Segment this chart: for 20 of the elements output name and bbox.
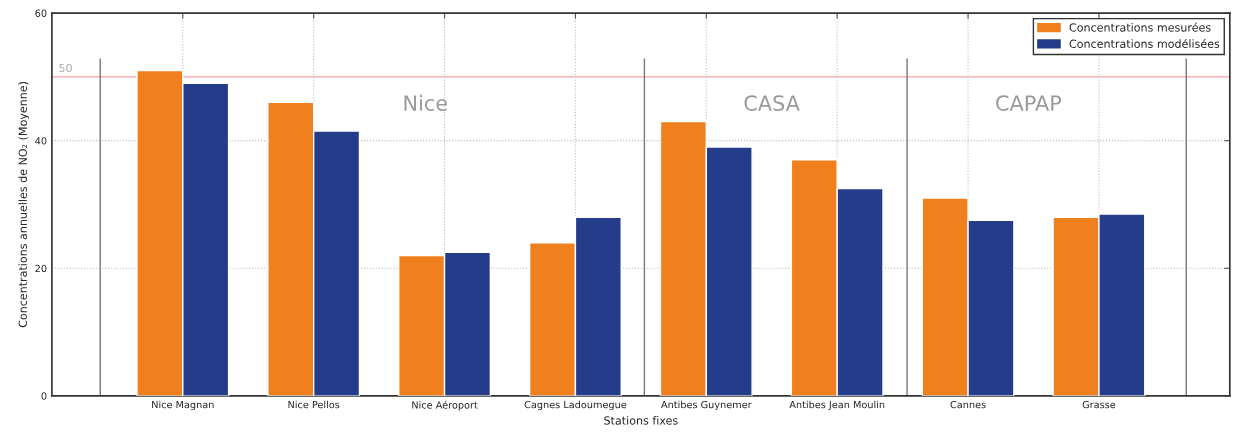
legend-label: Concentrations modélisées (1069, 38, 1220, 48)
annotation: CASA (744, 95, 800, 111)
x-axis-title: Stations fixes (604, 416, 678, 425)
x-tick-label: Nice Pellos (288, 400, 340, 409)
y-tick-label: 60 (35, 9, 47, 17)
y-tick-label: 40 (35, 137, 47, 145)
annotation: Nice (404, 94, 448, 111)
x-tick-label: Cannes (950, 400, 986, 409)
annotation: CAPAP (996, 95, 1062, 111)
ref-line-label: 50 (59, 63, 72, 73)
legend-label: Concentrations mesurées (1069, 22, 1211, 32)
x-tick-label: Antibes Jean Moulin (789, 400, 885, 411)
x-tick-label: Grasse (1082, 400, 1116, 409)
x-tick-label: Cagnes Ladoumegue (524, 400, 627, 411)
y-tick-label: 20 (35, 264, 47, 273)
x-tick-label: Antibes Guynemer (661, 400, 752, 411)
y-tick-label: 0 (41, 392, 47, 400)
x-tick-label: Nice Magnan (152, 400, 214, 411)
x-tick-label: Nice Aéroport (412, 400, 478, 411)
y-axis-title: Concentrations annuelles de NO₂ (Moyenne) (18, 81, 30, 328)
